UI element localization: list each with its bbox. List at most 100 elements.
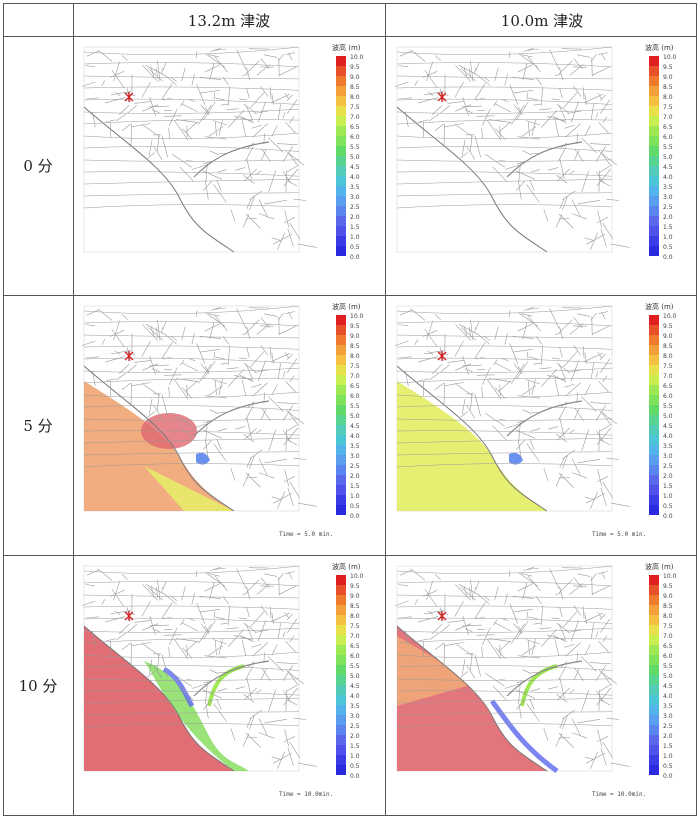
legend-tick-label: 4.0 <box>663 174 673 181</box>
legend-swatch <box>649 455 659 465</box>
legend-swatch <box>336 96 346 106</box>
legend-swatch <box>649 765 659 775</box>
legend-tick-label: 0.5 <box>350 763 360 770</box>
map-cell-13-2m-10min: 波高 (m) 10.0 9.5 9.0 8.5 8.0 7.5 7.0 6.5 6.0 5.5 5.0… <box>74 556 384 814</box>
legend-swatch <box>649 435 659 445</box>
legend-tick-label: 4.0 <box>663 433 673 440</box>
legend-swatch <box>649 725 659 735</box>
legend-swatch <box>336 425 346 435</box>
legend-tick-label: 6.0 <box>350 134 360 141</box>
legend-tick-label: 9.5 <box>663 323 673 330</box>
legend-tick-label: 3.5 <box>663 443 673 450</box>
legend-swatch <box>649 106 659 116</box>
legend-swatch <box>336 705 346 715</box>
legend-swatch <box>336 645 346 655</box>
legend-swatch <box>336 465 346 475</box>
legend-swatch <box>649 206 659 216</box>
legend-swatch <box>649 166 659 176</box>
legend-swatch <box>649 635 659 645</box>
legend-swatch <box>649 385 659 395</box>
legend-tick-label: 8.0 <box>350 94 360 101</box>
legend-swatch <box>336 445 346 455</box>
legend-tick-label: 8.5 <box>350 343 360 350</box>
legend-tick-label: 7.5 <box>663 104 673 111</box>
legend-tick-label: 0.5 <box>350 244 360 251</box>
legend-tick-label: 8.5 <box>663 603 673 610</box>
legend-tick-label: 2.5 <box>350 204 360 211</box>
legend-swatch <box>336 66 346 76</box>
legend-swatch <box>649 575 659 585</box>
legend-swatch <box>336 136 346 146</box>
legend-swatch <box>649 345 659 355</box>
legend-swatch <box>336 345 346 355</box>
legend-tick-label: 0.5 <box>663 244 673 251</box>
legend-tick-label: 8.0 <box>663 613 673 620</box>
legend-tick-label: 7.5 <box>350 623 360 630</box>
legend-swatch <box>336 585 346 595</box>
legend-tick-label: 5.5 <box>663 403 673 410</box>
legend-swatch <box>649 66 659 76</box>
legend-tick-label: 0.0 <box>350 773 360 780</box>
legend-tick-label: 5.0 <box>350 154 360 161</box>
legend-tick-label: 5.0 <box>350 673 360 680</box>
legend-swatch <box>336 86 346 96</box>
legend-swatch <box>649 56 659 66</box>
legend-tick-label: 10.0 <box>350 54 364 61</box>
legend-swatch <box>336 76 346 86</box>
row-label-10min: 10 分 <box>18 676 58 695</box>
legend-tick-label: 9.0 <box>350 333 360 340</box>
wave-height-legend: 波高 (m) 10.0 9.5 9.0 8.5 8.0 7.5 7.0 6.5 6.0 5.5 5.0… <box>645 302 677 520</box>
legend-swatch <box>649 365 659 375</box>
legend-tick-label: 8.0 <box>350 353 360 360</box>
legend-tick-label: 6.0 <box>663 653 673 660</box>
legend-tick-label: 4.5 <box>663 164 673 171</box>
legend-swatch <box>336 355 346 365</box>
column-header-10-0m: 10.0m 津波 <box>500 11 584 30</box>
legend-swatch <box>649 335 659 345</box>
legend-tick-label: 8.5 <box>350 84 360 91</box>
legend-tick-label: 5.5 <box>663 144 673 151</box>
legend-tick-label: 7.0 <box>663 633 673 640</box>
legend-swatch <box>336 415 346 425</box>
legend-tick-label: 3.0 <box>663 453 673 460</box>
legend-tick-label: 4.0 <box>350 433 360 440</box>
legend-tick-label: 6.5 <box>350 383 360 390</box>
wave-height-legend: 波高 (m) 10.0 9.5 9.0 8.5 8.0 7.5 7.0 6.5 6.0 5.5 5.0… <box>332 562 364 780</box>
wave-height-legend: 波高 (m) 10.0 9.5 9.0 8.5 8.0 7.5 7.0 6.5 6.0 5.5 5.0… <box>645 43 677 261</box>
legend-tick-label: 9.0 <box>663 593 673 600</box>
legend-tick-label: 2.5 <box>663 204 673 211</box>
legend-swatch <box>336 375 346 385</box>
legend-swatch <box>336 475 346 485</box>
legend-tick-label: 7.0 <box>663 373 673 380</box>
legend-swatch <box>336 335 346 345</box>
legend-tick-label: 6.0 <box>663 134 673 141</box>
legend-tick-label: 7.5 <box>663 623 673 630</box>
legend-tick-label: 0.5 <box>350 503 360 510</box>
legend-tick-label: 8.5 <box>663 84 673 91</box>
time-label: Time = 10.0min. <box>279 791 333 798</box>
legend-swatch <box>649 405 659 415</box>
legend-tick-label: 9.0 <box>663 333 673 340</box>
legend-swatch <box>336 405 346 415</box>
legend-tick-label: 3.0 <box>663 194 673 201</box>
legend-tick-label: 4.0 <box>663 693 673 700</box>
legend-tick-label: 0.5 <box>663 763 673 770</box>
legend-tick-label: 2.5 <box>350 723 360 730</box>
legend-tick-label: 10.0 <box>350 313 364 320</box>
legend-swatch <box>649 226 659 236</box>
legend-swatch <box>336 485 346 495</box>
legend-tick-label: 0.0 <box>663 773 673 780</box>
legend-tick-label: 2.0 <box>663 473 673 480</box>
legend-tick-label: 6.5 <box>350 124 360 131</box>
legend-tick-label: 1.0 <box>350 234 360 241</box>
legend-tick-label: 3.0 <box>350 453 360 460</box>
legend-swatch <box>336 236 346 246</box>
legend-swatch <box>649 425 659 435</box>
legend-tick-label: 8.0 <box>663 94 673 101</box>
legend-tick-label: 9.5 <box>350 323 360 330</box>
legend-tick-label: 7.0 <box>663 114 673 121</box>
legend-tick-label: 1.5 <box>350 224 360 231</box>
legend-tick-label: 6.0 <box>663 393 673 400</box>
legend-tick-label: 1.5 <box>350 743 360 750</box>
